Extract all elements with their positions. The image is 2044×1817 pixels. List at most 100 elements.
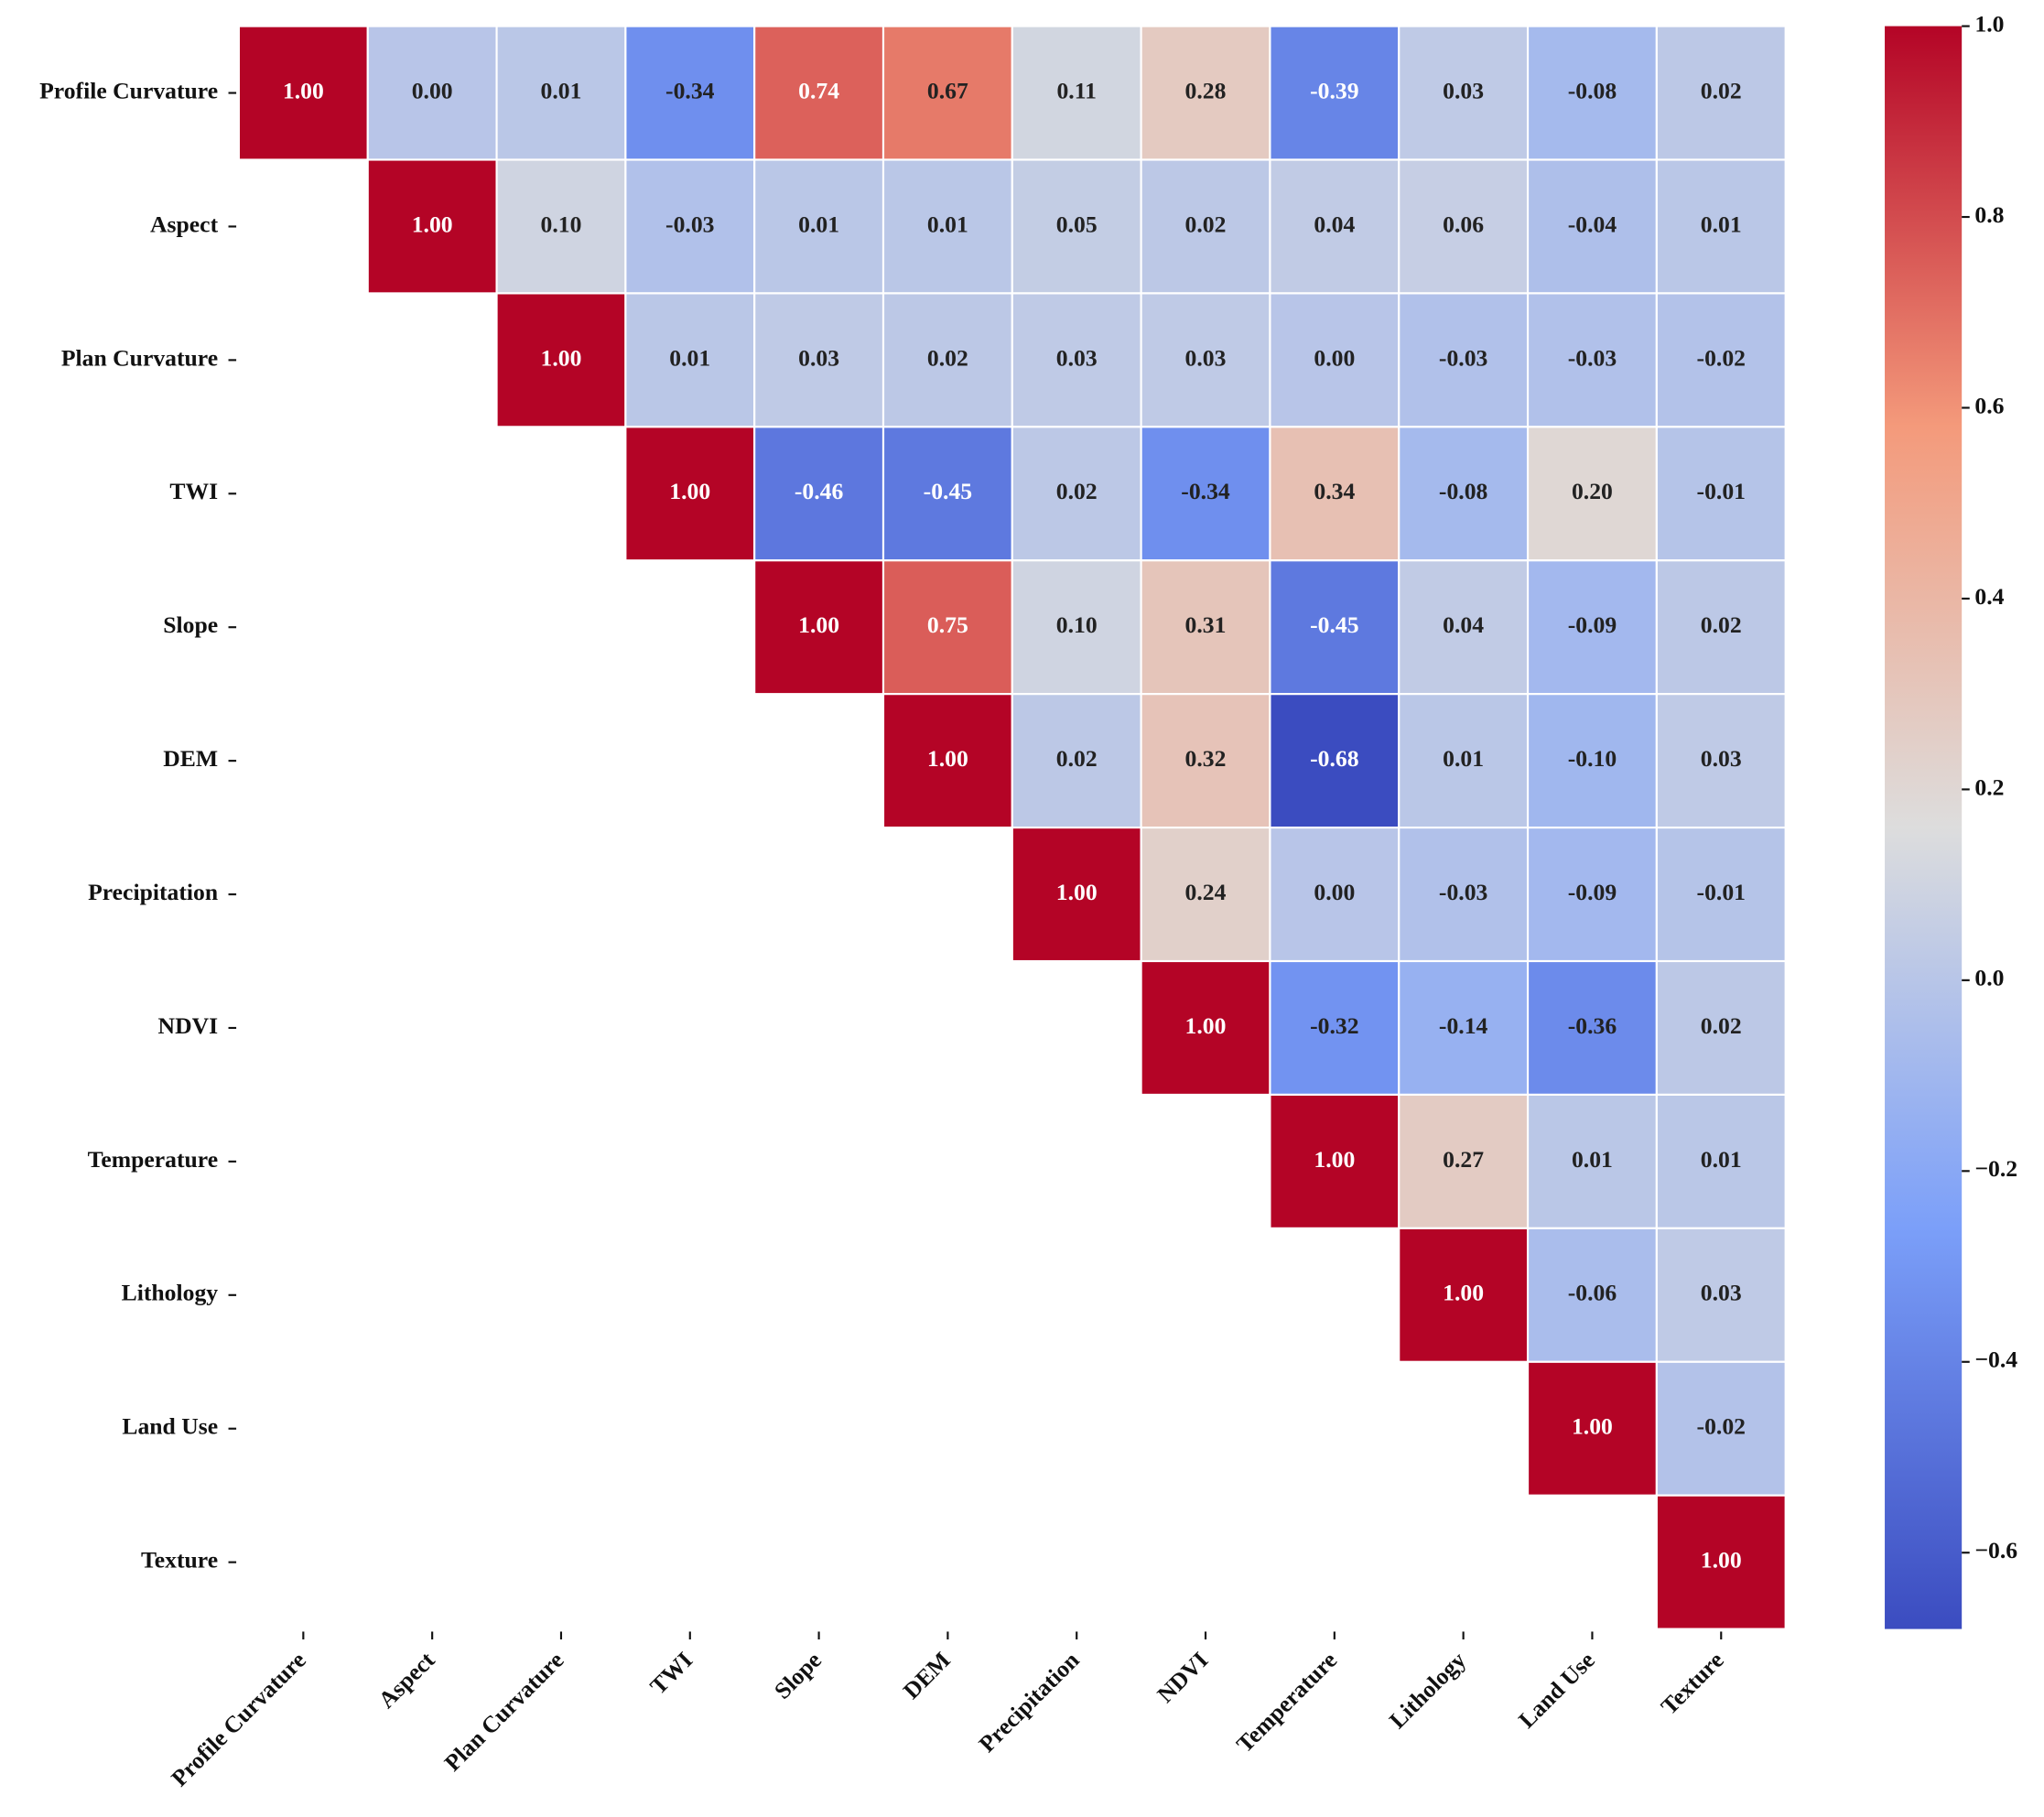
cell <box>1011 292 1142 428</box>
cell-label: -0.09 <box>1568 611 1617 638</box>
cell-label: 0.01 <box>1701 211 1742 237</box>
cell <box>1655 292 1787 428</box>
cell <box>1269 158 1401 295</box>
cell <box>1526 1093 1658 1229</box>
x-tick-label: Temperature <box>1231 1647 1342 1758</box>
colorbar-tick-label: 1.0 <box>1974 10 2004 37</box>
cell-label: 1.00 <box>412 211 453 237</box>
cell-label: -0.03 <box>1439 344 1487 371</box>
x-tick-label: Profile Curvature <box>166 1647 310 1791</box>
cell-label: 0.74 <box>798 77 839 103</box>
cell <box>1526 426 1658 562</box>
cell-label: -0.04 <box>1568 211 1617 237</box>
cell-label: -0.06 <box>1568 1280 1617 1306</box>
cell <box>1398 426 1530 562</box>
cell <box>1526 959 1658 1097</box>
cell-label: 0.10 <box>1056 611 1098 638</box>
cell-label: -0.09 <box>1568 879 1617 905</box>
cell <box>1655 559 1787 696</box>
cell-label: -0.36 <box>1568 1012 1617 1039</box>
cell <box>366 25 498 161</box>
cell-label: 0.03 <box>1701 745 1742 772</box>
cell <box>624 25 756 161</box>
cell-label: 0.02 <box>1056 745 1098 772</box>
cell-label: 0.01 <box>1572 1146 1613 1173</box>
colorbar-tick-label: 0.2 <box>1974 773 2004 800</box>
cell <box>1269 292 1401 428</box>
x-tick-label: Aspect <box>373 1647 440 1714</box>
cell-label: 1.00 <box>1701 1547 1742 1574</box>
cell-label: -0.32 <box>1310 1012 1358 1039</box>
cell <box>1011 827 1142 963</box>
cell <box>1526 1227 1658 1363</box>
cell-label: 0.11 <box>1056 77 1096 103</box>
cell <box>1655 693 1787 829</box>
cell-label: 0.03 <box>1443 77 1484 103</box>
cell-label: 1.00 <box>798 611 839 638</box>
cell-label: -0.34 <box>665 77 715 103</box>
cell-label: 1.00 <box>1443 1280 1484 1306</box>
cell <box>881 559 1013 696</box>
cell-label: -0.46 <box>795 478 844 504</box>
x-tick-label: TWI <box>644 1647 698 1700</box>
cell-label: -0.45 <box>1310 611 1358 638</box>
cell <box>1398 1227 1530 1363</box>
cell-label: -0.34 <box>1181 478 1230 504</box>
cell-label: 0.01 <box>669 344 710 371</box>
colorbar-tick-label: −0.4 <box>1974 1347 2017 1373</box>
y-tick-label: Profile Curvature <box>39 77 218 103</box>
cell-label: 0.24 <box>1185 879 1227 905</box>
y-tick-label: Aspect <box>150 211 219 237</box>
cell-label: 0.00 <box>1314 344 1355 371</box>
cell <box>495 292 627 428</box>
y-tick-label: NDVI <box>158 1012 219 1039</box>
cell <box>1398 693 1530 829</box>
cell <box>1140 426 1271 562</box>
cell-label: 1.00 <box>1314 1146 1355 1173</box>
cell <box>1398 25 1530 161</box>
cell-label: 0.75 <box>927 611 968 638</box>
cell <box>1140 959 1271 1097</box>
cell-label: -0.03 <box>1568 344 1617 371</box>
cell-label: 0.34 <box>1314 478 1355 504</box>
y-tick-label: Lithology <box>122 1280 219 1306</box>
cell <box>753 292 885 428</box>
cell <box>1526 693 1658 829</box>
cell <box>1140 292 1271 428</box>
cell <box>1269 426 1401 562</box>
cell-label: 0.31 <box>1185 611 1227 638</box>
cell-label: 1.00 <box>927 745 968 772</box>
colorbar-tick-label: 0.4 <box>1974 583 2004 610</box>
cell <box>881 158 1013 295</box>
colorbar-tick-label: 0.6 <box>1974 392 2004 418</box>
cell-label: 1.00 <box>1056 879 1098 905</box>
cell-label: -0.08 <box>1568 77 1617 103</box>
cell-label: 0.32 <box>1185 745 1227 772</box>
cell-label: -0.45 <box>924 478 972 504</box>
cell <box>1526 292 1658 428</box>
colorbar-tick-label: 0.8 <box>1974 201 2004 228</box>
cell <box>495 158 627 295</box>
cell <box>237 25 369 161</box>
cell <box>881 693 1013 829</box>
cell-label: 0.02 <box>1701 1012 1742 1039</box>
cell-label: 0.01 <box>541 77 582 103</box>
cell-label: 0.01 <box>1443 745 1484 772</box>
x-tick-label: Texture <box>1656 1647 1729 1720</box>
cell-label: 0.00 <box>412 77 453 103</box>
y-tick-label: Land Use <box>122 1413 218 1440</box>
cell-label: 1.00 <box>283 77 324 103</box>
cell <box>1140 827 1271 963</box>
cell <box>1526 25 1658 161</box>
cell-label: 1.00 <box>1572 1413 1613 1440</box>
cell-label: 0.02 <box>1701 77 1742 103</box>
cell <box>1655 1227 1787 1363</box>
y-tick-label: TWI <box>169 478 218 504</box>
y-tick-label: Texture <box>141 1547 218 1574</box>
y-tick-label: Temperature <box>88 1146 219 1173</box>
cell-label: -0.03 <box>1439 879 1487 905</box>
cell <box>1655 25 1787 161</box>
cell <box>495 25 627 161</box>
cell <box>1140 25 1271 161</box>
